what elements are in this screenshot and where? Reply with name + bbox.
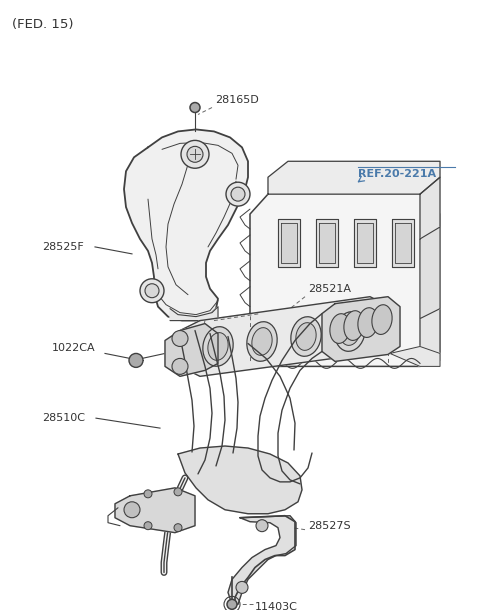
- Polygon shape: [319, 223, 335, 263]
- Text: 11403C: 11403C: [255, 603, 298, 612]
- Polygon shape: [316, 219, 338, 267]
- Ellipse shape: [335, 312, 365, 351]
- Circle shape: [256, 520, 268, 531]
- Ellipse shape: [252, 328, 272, 356]
- Circle shape: [174, 488, 182, 496]
- Circle shape: [187, 147, 203, 162]
- Circle shape: [172, 330, 188, 346]
- Ellipse shape: [358, 308, 378, 337]
- Polygon shape: [357, 223, 373, 263]
- Ellipse shape: [291, 317, 321, 356]
- Ellipse shape: [203, 327, 233, 366]
- Polygon shape: [281, 223, 297, 263]
- Polygon shape: [354, 219, 376, 267]
- Circle shape: [190, 102, 200, 113]
- Polygon shape: [178, 446, 302, 514]
- Polygon shape: [124, 129, 248, 321]
- Polygon shape: [180, 297, 390, 376]
- Circle shape: [140, 279, 164, 303]
- Text: 1022CA: 1022CA: [52, 343, 96, 354]
- Text: (FED. 15): (FED. 15): [12, 18, 73, 31]
- Text: 28527S: 28527S: [308, 520, 350, 531]
- Ellipse shape: [296, 322, 316, 351]
- Circle shape: [174, 524, 182, 531]
- Text: 28165D: 28165D: [215, 94, 259, 105]
- Polygon shape: [395, 223, 411, 263]
- Circle shape: [236, 582, 248, 593]
- Polygon shape: [228, 516, 296, 604]
- Ellipse shape: [372, 305, 392, 335]
- Ellipse shape: [330, 314, 350, 343]
- Polygon shape: [115, 488, 195, 533]
- Circle shape: [226, 182, 250, 206]
- Text: REF.20-221A: REF.20-221A: [358, 169, 436, 179]
- Polygon shape: [390, 346, 440, 367]
- Text: 28521A: 28521A: [308, 284, 351, 294]
- Polygon shape: [392, 219, 414, 267]
- Polygon shape: [268, 161, 440, 194]
- Polygon shape: [170, 306, 218, 321]
- Polygon shape: [278, 219, 300, 267]
- Ellipse shape: [340, 318, 360, 345]
- Polygon shape: [420, 227, 440, 319]
- Polygon shape: [322, 297, 400, 362]
- Circle shape: [124, 502, 140, 518]
- Circle shape: [231, 187, 245, 201]
- Circle shape: [129, 354, 143, 367]
- Text: 28525F: 28525F: [42, 242, 84, 252]
- Polygon shape: [250, 194, 440, 367]
- Ellipse shape: [247, 322, 277, 361]
- Circle shape: [227, 600, 237, 609]
- Circle shape: [144, 522, 152, 530]
- Ellipse shape: [344, 311, 364, 340]
- Ellipse shape: [208, 333, 228, 360]
- Circle shape: [144, 490, 152, 498]
- Circle shape: [181, 140, 209, 168]
- Text: 28510C: 28510C: [42, 413, 85, 423]
- Polygon shape: [165, 324, 218, 376]
- Circle shape: [172, 359, 188, 375]
- Circle shape: [145, 284, 159, 298]
- Polygon shape: [420, 177, 440, 367]
